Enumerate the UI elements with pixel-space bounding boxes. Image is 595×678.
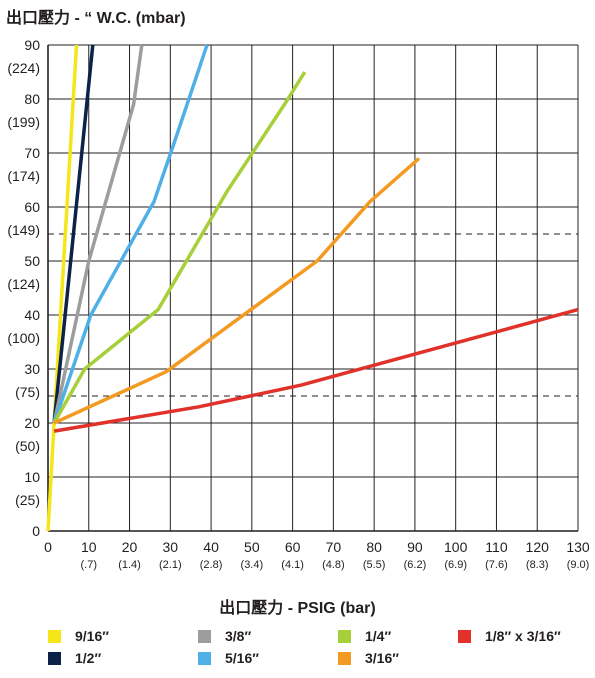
x-tick-sublabel: (6.2) [404, 559, 427, 571]
legend-swatch-1-2 [48, 651, 61, 665]
x-tick-label: 70 [326, 539, 342, 555]
y-tick-label: 80 [24, 91, 40, 107]
legend-item-3-8: 3/8″ [198, 628, 251, 644]
x-tick-label: 90 [407, 539, 423, 555]
y-axis-title: 出口壓力 - “ W.C. (mbar) [6, 10, 186, 27]
legend-label-9-16: 9/16″ [75, 628, 109, 644]
y-tick-sublabel: (50) [15, 438, 40, 454]
x-tick-sublabel: (6.9) [444, 559, 467, 571]
x-tick-label: 50 [244, 539, 260, 555]
x-tick-label: 10 [81, 539, 97, 555]
y-tick-sublabel: (149) [7, 222, 40, 238]
y-tick-label: 50 [24, 253, 40, 269]
x-axis-title: 出口壓力 - PSIG (bar) [219, 600, 376, 617]
x-tick-label: 20 [122, 539, 138, 555]
x-tick-label: 100 [444, 539, 468, 555]
y-tick-label: 40 [24, 307, 40, 323]
series-line-1 [52, 44, 95, 424]
legend-item-9-16: 9/16″ [48, 628, 109, 644]
x-tick-label: 40 [203, 539, 219, 555]
x-tick-sublabel: (1.4) [118, 559, 141, 571]
y-tick-sublabel: (174) [7, 168, 40, 184]
y-tick-label: 60 [24, 199, 40, 215]
y-tick-label: 70 [24, 145, 40, 161]
y-tick-label: 20 [24, 415, 40, 431]
x-tick-sublabel: (.7) [81, 559, 98, 571]
y-tick-sublabel: (199) [7, 114, 40, 130]
legend-swatch-1-4 [338, 629, 351, 643]
y-tick-label: 10 [24, 469, 40, 485]
y-tick-sublabel: (25) [15, 492, 40, 508]
x-tick-label: 60 [285, 539, 301, 555]
series-line-3 [52, 44, 209, 424]
x-tick-label: 0 [44, 539, 52, 555]
legend-swatch-1-8x3-16 [458, 629, 471, 643]
x-tick-label: 30 [163, 539, 179, 555]
x-tick-sublabel: (4.1) [281, 559, 304, 571]
legend-label-1-4: 1/4″ [365, 628, 392, 644]
legend-item-1-4: 1/4″ [338, 628, 391, 644]
x-tick-sublabel: (7.6) [485, 559, 508, 571]
y-tick-sublabel: (224) [7, 60, 40, 76]
y-tick-label: 0 [32, 523, 40, 539]
x-tick-sublabel: (3.4) [241, 559, 264, 571]
y-tick-sublabel: (100) [7, 330, 40, 346]
x-tick-label: 110 [485, 539, 508, 555]
legend-label-3-8: 3/8″ [225, 628, 252, 644]
y-tick-label: 90 [24, 37, 40, 53]
x-tick-sublabel: (8.3) [526, 559, 549, 571]
y-tick-sublabel: (75) [15, 384, 40, 400]
legend-swatch-3-16 [338, 651, 351, 665]
legend-item-3-16: 3/16″ [338, 650, 399, 666]
series-line-5 [53, 157, 421, 425]
y-tick-sublabel: (124) [7, 276, 40, 292]
series-line-0 [46, 44, 79, 532]
x-tick-sublabel: (2.1) [159, 559, 182, 571]
chart-plot: 0 10 (.7) 20 (1.4) 30 (2.1) 40 (2.8) 50 (3.4) 60 (4.… [7, 37, 590, 571]
legend-swatch-3-8 [198, 629, 211, 643]
x-tick-label: 130 [566, 539, 590, 555]
legend-item-1-2: 1/2″ [48, 650, 101, 666]
x-tick-sublabel: (2.8) [200, 559, 223, 571]
x-tick-label: 80 [366, 539, 382, 555]
x-tick-sublabel: (5.5) [363, 559, 386, 571]
legend-label-3-16: 3/16″ [365, 650, 399, 666]
x-tick-sublabel: (4.8) [322, 559, 345, 571]
x-tick-label: 120 [526, 539, 550, 555]
legend-swatch-5-16 [198, 651, 211, 665]
series-line-4 [52, 71, 307, 424]
legend-item-5-16: 5/16″ [198, 650, 259, 666]
series-line-6 [53, 307, 579, 433]
series-line-2 [52, 44, 144, 424]
x-tick-sublabel: (9.0) [567, 559, 590, 571]
y-tick-label: 30 [24, 361, 40, 377]
legend-label-1-2: 1/2″ [75, 650, 102, 666]
legend-swatch-9-16 [48, 629, 61, 643]
legend-item-1-8x3-16: 1/8″ x 3/16″ [458, 628, 561, 644]
legend-label-5-16: 5/16″ [225, 650, 259, 666]
legend-label-1-8x3-16: 1/8″ x 3/16″ [485, 628, 561, 644]
